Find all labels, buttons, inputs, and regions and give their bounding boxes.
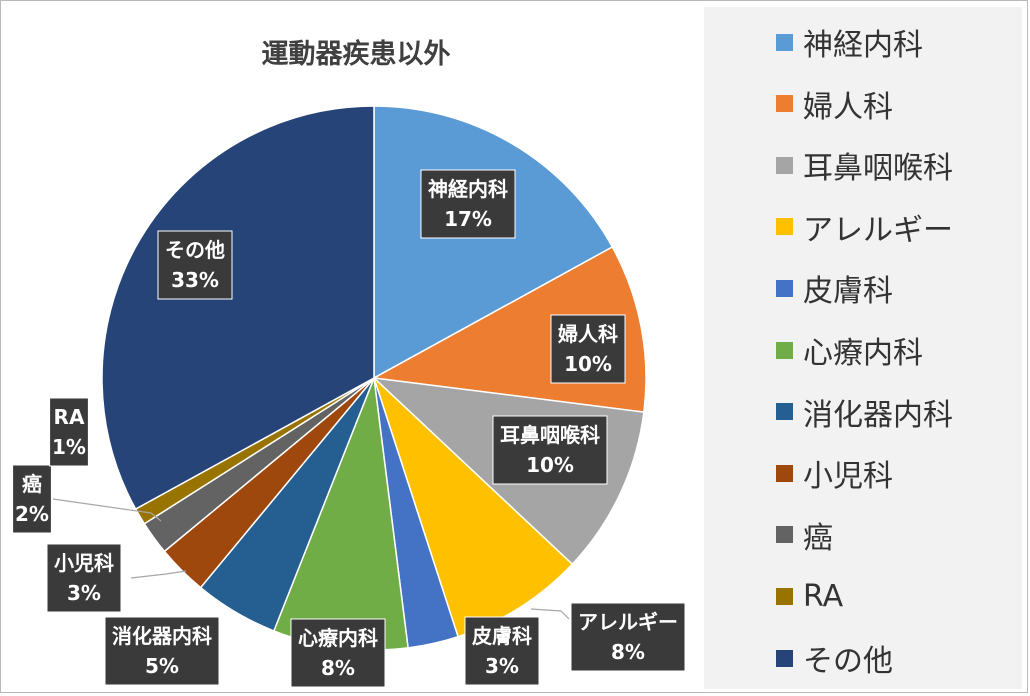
data-label-category: 耳鼻咽喉科 <box>500 423 600 447</box>
legend-label: 癌 <box>803 520 833 556</box>
data-label-percent: 3% <box>485 654 519 678</box>
data-label-category: 神経内科 <box>428 177 508 201</box>
data-label-percent: 1% <box>52 435 86 459</box>
data-label-9: RA 1% <box>49 397 89 467</box>
legend-label: 耳鼻咽喉科 <box>803 151 953 187</box>
data-label-6: 消化器内科 5% <box>104 616 220 686</box>
legend-swatch <box>776 526 793 544</box>
legend-item: その他 <box>776 638 893 679</box>
leader-line-3 <box>530 608 570 620</box>
legend-label: 心療内科 <box>803 336 923 371</box>
data-label-category: 癌 <box>22 472 42 496</box>
data-label-category: 婦人科 <box>557 322 618 346</box>
data-label-box <box>290 618 386 688</box>
data-label-category: その他 <box>165 238 225 262</box>
data-label-percent: 8% <box>611 640 645 664</box>
data-label-box <box>464 616 540 686</box>
legend-swatch <box>776 341 793 359</box>
legend-item: 癌 <box>776 515 833 556</box>
data-label-box <box>492 415 608 485</box>
data-label-1: 婦人科 10% <box>550 314 626 384</box>
data-label-7: 小児科 3% <box>46 543 122 613</box>
data-label-0: 神経内科 17% <box>420 169 516 239</box>
data-label-percent: 10% <box>564 352 612 376</box>
legend-item: 耳鼻咽喉科 <box>776 145 953 187</box>
data-label-10: その他 33% <box>157 230 233 300</box>
legend-label: 消化器内科 <box>803 397 953 433</box>
data-label-percent: 8% <box>321 656 355 680</box>
legend-swatch <box>776 33 793 51</box>
data-label-box <box>46 543 122 613</box>
legend-label: 婦人科 <box>803 89 893 125</box>
data-label-2: 耳鼻咽喉科 10% <box>492 415 608 485</box>
pie-slice-3 <box>373 377 574 638</box>
legend-swatch <box>776 587 793 605</box>
legend-swatch <box>776 95 793 113</box>
data-label-box <box>49 397 89 467</box>
data-label-percent: 5% <box>145 654 179 678</box>
data-label-category: RA <box>54 405 85 429</box>
data-label-8: 癌 2% <box>12 464 52 534</box>
data-label-category: 消化器内科 <box>112 624 212 648</box>
legend-item: 心療内科 <box>776 330 923 371</box>
leader-line-8 <box>52 498 162 522</box>
leader-line-7 <box>130 570 187 579</box>
data-label-box <box>104 616 220 686</box>
data-label-5: 心療内科 8% <box>290 618 386 688</box>
pie-slices <box>101 105 647 651</box>
pie-slice-10 <box>101 105 375 511</box>
data-label-category: アレルギー <box>578 610 678 634</box>
data-label-percent: 3% <box>67 581 101 605</box>
legend-label: 神経内科 <box>803 28 923 63</box>
legend-item: 婦人科 <box>776 84 893 125</box>
data-label-percent: 33% <box>171 268 219 292</box>
chart-title: 運動器疾患以外 <box>262 38 451 70</box>
legend-label: RA <box>803 578 844 614</box>
legend-swatch <box>776 403 793 421</box>
legend-item: 神経内科 <box>776 22 923 63</box>
legend-item: 消化器内科 <box>776 392 953 433</box>
legend-item: RA <box>776 576 843 616</box>
legend-swatch <box>776 156 793 174</box>
data-label-3: アレルギー 8% <box>570 602 686 672</box>
data-labels: 神経内科 17% 婦人科 10% 耳鼻咽喉科 10% アレルギー 8% 皮膚科 3% 心療内科 8% 消… <box>12 169 686 688</box>
data-label-category: 心療内科 <box>298 626 378 650</box>
legend-swatch <box>776 464 793 482</box>
data-label-percent: 10% <box>526 453 574 477</box>
leader-lines <box>52 498 570 620</box>
data-label-category: 皮膚科 <box>472 624 532 648</box>
data-label-percent: 2% <box>15 502 49 526</box>
legend-item: 小児科 <box>776 453 893 495</box>
legend-label: その他 <box>803 644 893 679</box>
data-label-box <box>550 314 626 384</box>
legend-item: 皮膚科 <box>776 268 893 310</box>
data-label-percent: 17% <box>444 207 492 231</box>
data-label-4: 皮膚科 3% <box>464 616 540 686</box>
legend-item: アレルギー <box>776 207 953 248</box>
legend-label: アレルギー <box>803 212 953 248</box>
legend-swatch <box>776 649 793 667</box>
legend: 神経内科婦人科耳鼻咽喉科アレルギー皮膚科心療内科消化器内科小児科癌 RA その他 <box>704 7 1022 689</box>
data-label-box <box>420 169 516 239</box>
data-label-box <box>157 230 233 300</box>
data-label-box <box>570 602 686 672</box>
legend-label: 皮膚科 <box>803 274 893 310</box>
legend-label: 小児科 <box>803 459 893 495</box>
legend-swatch <box>776 279 793 297</box>
legend-swatch <box>776 218 793 236</box>
data-label-category: 小児科 <box>54 551 114 575</box>
data-label-box <box>12 464 52 534</box>
